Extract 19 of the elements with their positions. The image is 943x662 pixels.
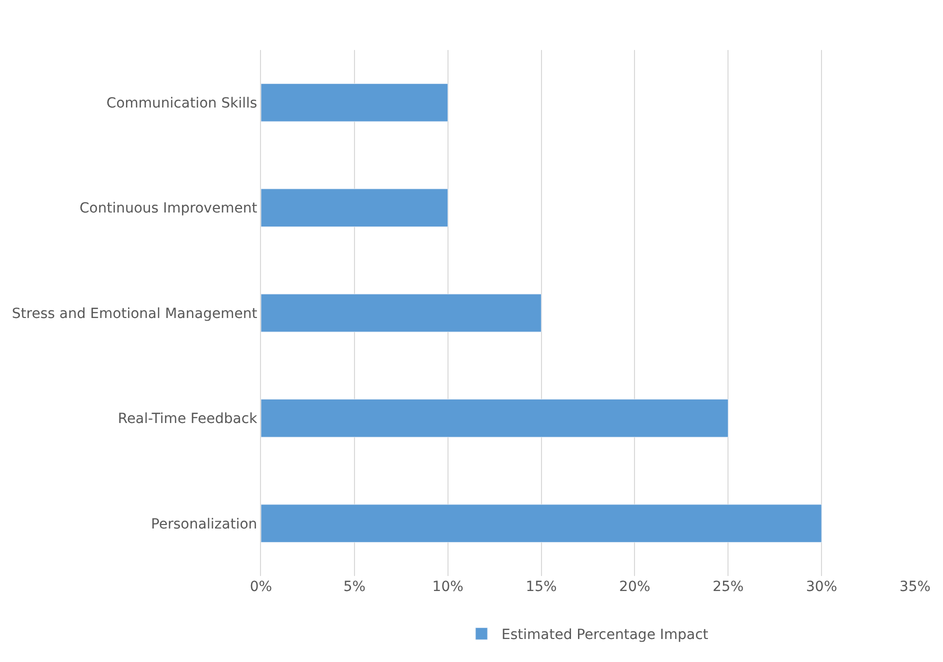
x-tick-label: 30% <box>806 579 838 595</box>
legend-label: Estimated Percentage Impact <box>502 627 709 644</box>
y-tick-label: Continuous Improvement <box>79 200 258 217</box>
bar <box>261 188 448 227</box>
x-tick-label: 10% <box>432 579 464 595</box>
x-tick-label: 25% <box>712 579 744 595</box>
y-tick-label: Personalization <box>151 516 258 532</box>
x-tick-label: 15% <box>526 579 557 595</box>
x-tick-label: 35% <box>899 579 931 595</box>
y-tick-label: Stress and Emotional Management <box>12 306 258 322</box>
bar <box>261 504 822 543</box>
x-tick-label: 0% <box>250 579 272 595</box>
y-tick-label: Real-Time Feedback <box>118 411 258 428</box>
bar <box>261 294 542 332</box>
x-tick-label: 20% <box>619 579 650 595</box>
bar <box>261 83 448 122</box>
x-tick-label: 5% <box>343 579 366 595</box>
y-tick-label: Communication Skills <box>106 96 258 112</box>
bar <box>261 399 728 438</box>
